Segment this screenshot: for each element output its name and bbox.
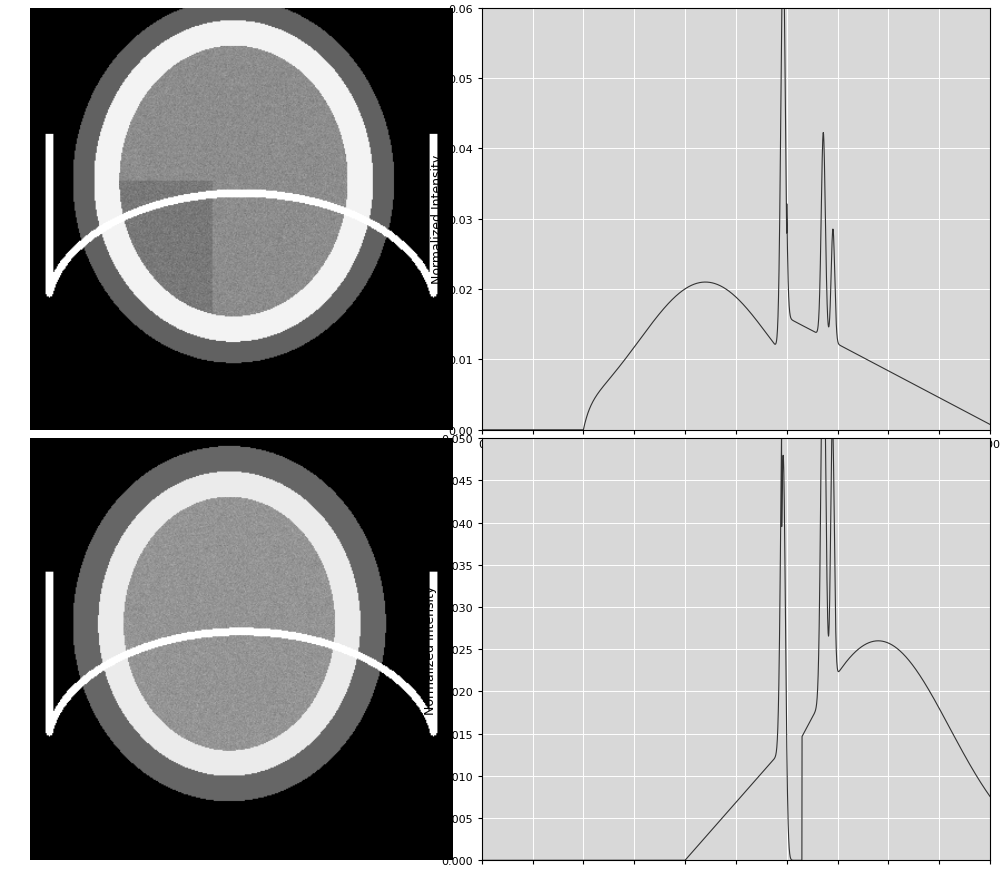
Y-axis label: Normalized Intensity: Normalized Intensity [424, 585, 437, 714]
Y-axis label: Normalized Intensity: Normalized Intensity [431, 155, 444, 284]
X-axis label: X-ray Energy: X-ray Energy [696, 454, 776, 467]
